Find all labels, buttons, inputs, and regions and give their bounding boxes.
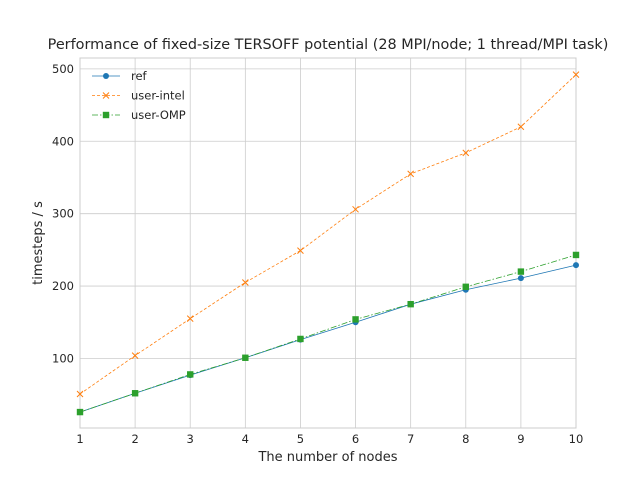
x-tick-label: 3	[187, 432, 194, 446]
x-tick-label: 4	[242, 432, 249, 446]
data-point	[407, 170, 415, 178]
x-marker-stroke	[241, 279, 249, 286]
grid-lines	[79, 58, 577, 428]
x-tick-label: 7	[407, 432, 414, 446]
x-marker-stroke	[572, 71, 580, 79]
y-axis-ticks: 100 200 300 400 500	[52, 62, 74, 366]
x-marker-stroke	[186, 315, 194, 323]
data-point	[76, 390, 84, 398]
y-axis-label: timesteps / s	[31, 201, 46, 285]
x-marker-stroke	[462, 149, 470, 157]
data-point	[297, 247, 304, 254]
data-point	[517, 268, 525, 275]
data-point	[186, 315, 194, 323]
series-line	[79, 264, 577, 413]
x-tick-label: 9	[517, 432, 524, 446]
series-layer	[76, 71, 580, 416]
y-tick-label: 300	[52, 207, 74, 221]
legend-label: user-OMP	[131, 108, 186, 122]
data-point	[352, 205, 359, 213]
chart-title: Performance of fixed-size TERSOFF potent…	[48, 37, 609, 53]
data-point	[187, 371, 194, 378]
x-marker-stroke	[131, 352, 139, 359]
legend-marker	[103, 73, 109, 79]
data-point	[242, 354, 249, 361]
x-marker-stroke	[517, 123, 525, 131]
series-line	[79, 74, 577, 395]
x-marker-stroke	[297, 247, 304, 254]
x-axis-ticks: 1 2 3 4 5 6 7 8 9 10	[76, 432, 583, 446]
x-tick-label: 6	[352, 432, 359, 446]
x-marker-stroke	[407, 170, 415, 178]
data-point	[407, 300, 414, 308]
data-point	[517, 123, 525, 131]
x-tick-label: 8	[462, 432, 469, 446]
legend-marker	[102, 111, 110, 119]
series-user-OMP	[76, 251, 580, 416]
x-tick-label: 1	[76, 432, 83, 446]
series-user-intel	[76, 71, 580, 398]
data-point	[572, 251, 580, 259]
x-tick-label: 2	[131, 432, 138, 446]
y-tick-label: 100	[52, 351, 74, 365]
x-axis-label: The number of nodes	[257, 450, 397, 465]
legend-marker	[102, 92, 110, 99]
x-marker-stroke	[352, 205, 359, 213]
data-point	[462, 283, 469, 291]
legend-item: user-OMP	[92, 108, 186, 122]
data-point	[572, 71, 580, 79]
legend-item: ref	[92, 69, 148, 83]
legend: ref user-intel user-OMP	[92, 69, 186, 122]
plot-frame	[79, 57, 577, 429]
y-tick-label: 500	[52, 62, 74, 76]
data-point	[76, 408, 84, 416]
data-point	[462, 149, 470, 157]
data-point	[297, 335, 304, 343]
legend-label: ref	[131, 69, 148, 83]
x-tick-label: 10	[569, 432, 584, 446]
data-point	[131, 390, 139, 397]
data-point	[352, 316, 359, 323]
legend-label: user-intel	[131, 89, 185, 103]
data-point	[131, 352, 139, 359]
data-point	[241, 279, 249, 286]
x-tick-label: 5	[297, 432, 304, 446]
legend-item: user-intel	[92, 89, 185, 103]
y-tick-label: 400	[52, 134, 74, 148]
data-point	[573, 262, 579, 269]
x-marker-stroke	[102, 92, 110, 99]
data-point	[517, 275, 524, 282]
y-tick-label: 200	[52, 279, 74, 293]
x-marker-stroke	[76, 390, 84, 398]
series-line	[79, 254, 577, 413]
